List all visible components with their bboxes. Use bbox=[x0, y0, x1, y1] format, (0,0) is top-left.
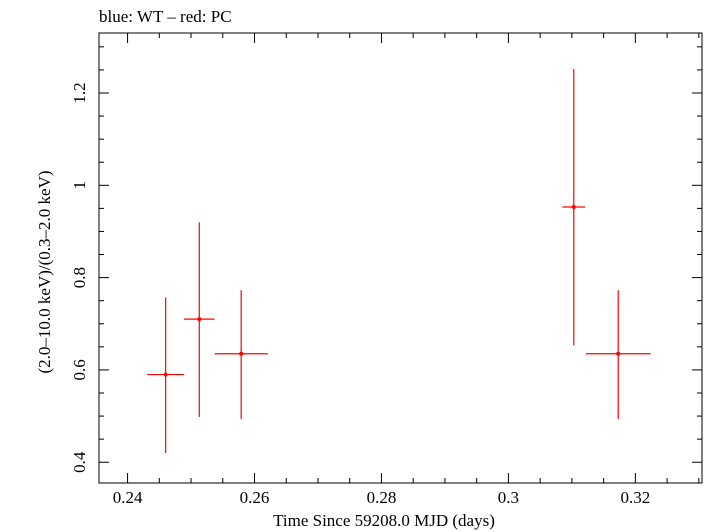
y-tick-label: 0.4 bbox=[70, 451, 89, 473]
data-point bbox=[214, 290, 268, 419]
y-axis: 0.4 0.6 0.8 1 1.2 bbox=[70, 46, 702, 473]
data-series bbox=[147, 69, 651, 453]
x-tick-label: 0.28 bbox=[367, 488, 397, 507]
point-marker bbox=[571, 205, 576, 209]
y-tick-label: 0.6 bbox=[70, 359, 89, 380]
plot-frame bbox=[98, 32, 703, 484]
x-tick-label: 0.32 bbox=[620, 488, 650, 507]
x-tick-label: 0.3 bbox=[498, 488, 519, 507]
data-point bbox=[147, 297, 185, 453]
x-tick-label: 0.24 bbox=[113, 488, 143, 507]
data-point bbox=[562, 69, 586, 346]
y-tick-label: 1.2 bbox=[70, 82, 89, 103]
x-axis: 0.24 0.26 0.28 0.3 0.32 bbox=[113, 33, 700, 507]
point-marker bbox=[239, 351, 244, 356]
chart-title: blue: WT – red: PC bbox=[99, 7, 232, 26]
data-point bbox=[585, 290, 651, 419]
x-tick-label: 0.26 bbox=[240, 488, 270, 507]
x-axis-label: Time Since 59208.0 MJD (days) bbox=[273, 511, 495, 530]
point-marker bbox=[163, 372, 168, 377]
point-marker bbox=[616, 351, 621, 356]
y-tick-label: 0.8 bbox=[70, 267, 89, 288]
y-axis-label: (2.0–10.0 keV)/(0.3–2.0 keV) bbox=[35, 170, 54, 373]
data-point bbox=[184, 222, 215, 417]
y-tick-label: 1 bbox=[70, 181, 89, 190]
point-marker bbox=[197, 317, 202, 322]
